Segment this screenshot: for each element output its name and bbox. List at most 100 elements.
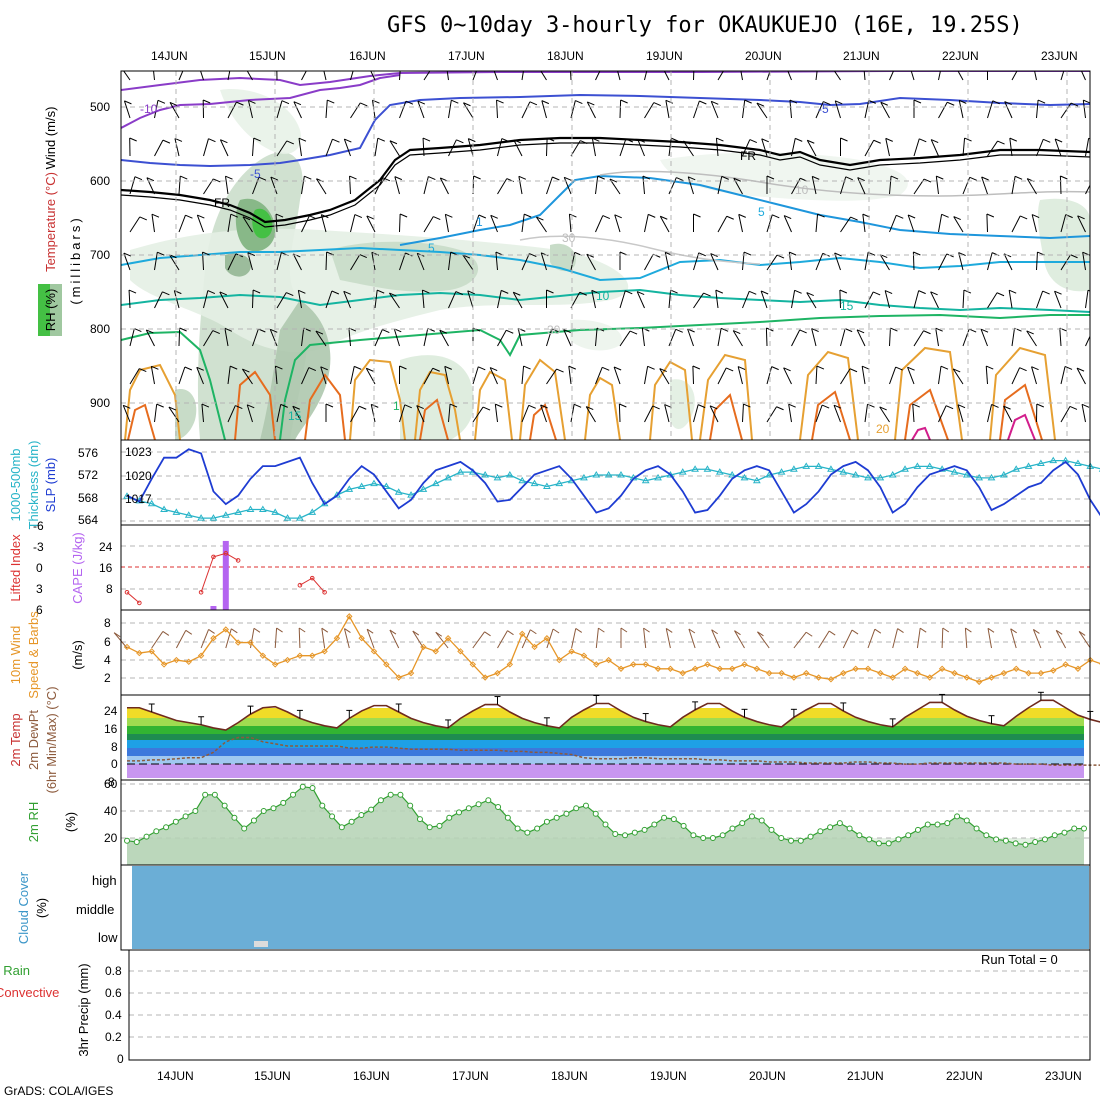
temp-tick: -8 [104,775,115,789]
upper-wind-barb [889,215,897,233]
upper-wind-barb [374,138,379,157]
upper-wind-barb [761,138,768,157]
upper-wind-barb [227,253,237,271]
upper-wind-barb-feather [242,368,250,373]
upper-wind-barb-feather [1042,290,1050,295]
upper-wind-barb [913,178,925,195]
upper-wind-barb-feather [382,177,391,182]
date-label-bottom: 20JUN [749,1069,786,1083]
upper-wind-barb [568,214,572,233]
upper-wind-barb [145,329,155,347]
rh-marker [680,822,687,829]
upper-wind-barb [129,176,136,195]
upper-wind-barb-feather [529,101,538,106]
precip-axis: 0.8 0.6 0.4 0.2 0 [105,964,124,1066]
pressure-tick: 700 [90,248,110,262]
wind-speed-marker [827,676,835,683]
upper-wind-barb-feather [440,177,448,182]
upper-wind-barb-feather [219,291,228,296]
upper-wind-barb-feather [954,64,961,67]
upper-wind-barb-feather [733,330,741,335]
contour-label: -10 [140,102,158,116]
wind-speed-marker [358,635,365,642]
upper-wind-barb-feather [321,214,329,219]
upper-wind-barb [219,139,229,157]
surface-wind-barb [734,630,745,649]
surface-wind-barb [818,630,830,649]
thickness-marker [790,465,798,472]
upper-wind-barb-feather [270,328,278,333]
wind-tick: 8 [104,616,111,630]
rh-marker [465,805,472,812]
upper-wind-barb [619,138,627,157]
temp-label-2: 2m DewPt [26,710,41,770]
upper-wind-barb [423,368,434,385]
upper-wind-barb [693,404,699,423]
rh-marker [1041,836,1048,843]
upper-wind-barb-feather [592,137,600,142]
upper-wind-barb [1080,71,1086,81]
upper-wind-barb [663,71,670,81]
upper-wind-barb-feather [789,99,798,104]
upper-wind-barb-feather [468,138,476,143]
rh-marker [163,824,170,831]
upper-wind-barb [709,405,719,423]
upper-wind-barb [1003,405,1013,423]
surface-wind-barb-feather [253,627,261,633]
upper-wind-barb [472,214,480,233]
upper-wind-barb-feather [225,175,233,180]
upper-wind-barb [541,100,547,119]
upper-wind-barb-feather [727,65,734,68]
upper-wind-barb-feather [1019,215,1028,220]
upper-wind-barb [715,138,719,157]
upper-wind-barb-feather [913,251,921,256]
wind-speed-marker [741,661,748,668]
upper-wind-barb-feather [536,216,544,221]
thickness-marker [962,471,971,478]
upper-wind-barb [806,140,817,157]
upper-wind-barb-feather [445,213,453,218]
upper-wind-barb [546,176,553,195]
upper-wind-barb-feather [959,99,967,104]
wind-speed-marker [691,665,699,672]
upper-wind-barb [154,100,159,119]
upper-wind-barb [856,329,866,347]
cloud-unit: (%) [34,898,49,918]
upper-wind-barb-feather [434,65,441,68]
wind-speed-marker [914,669,921,677]
upper-wind-barb [930,291,939,309]
upper-wind-barb-feather [1054,138,1063,143]
thickness-marker [987,473,996,481]
upper-wind-barb-feather [613,366,622,371]
upper-wind-barb [540,71,547,81]
upper-wind-barb-feather [652,405,660,410]
thickness-marker [925,462,934,469]
wind-speed-marker [654,665,662,672]
upper-wind-barb-feather [660,215,668,220]
top-date-axis: 14JUN 15JUN 16JUN 17JUN 18JUN 19JUN 20JU… [151,49,1078,63]
upper-wind-barb-feather [156,403,164,408]
upper-wind-barb [448,291,457,309]
upper-wind-barb-feather [811,328,819,332]
contour-label: 15 [288,409,302,423]
upper-wind-barb [350,214,356,233]
upper-wind-barb [913,290,920,309]
rh-marker [495,803,502,810]
wind-speed-marker [765,669,773,677]
thickness-marker [641,476,650,484]
upper-wind-barb [325,290,333,309]
upper-wind-barb-feather [546,137,555,142]
wind-speed-marker [889,674,896,681]
thickness-marker [839,468,848,475]
lifted-index-point [198,589,204,595]
date-label-bottom: 23JUN [1045,1069,1082,1083]
surface-wind-barbs [113,627,1091,649]
upper-wind-barb-feather [513,139,522,144]
surface-wind-barb-feather [874,628,882,634]
surface-wind-barb-feather [828,630,836,636]
upper-wind-barb-feather [996,292,1005,297]
wind-speed-marker [531,643,538,651]
upper-wind-barb-feather [957,404,966,409]
upper-wind-barb-feather [280,403,288,408]
upper-wind-barb [350,102,361,119]
